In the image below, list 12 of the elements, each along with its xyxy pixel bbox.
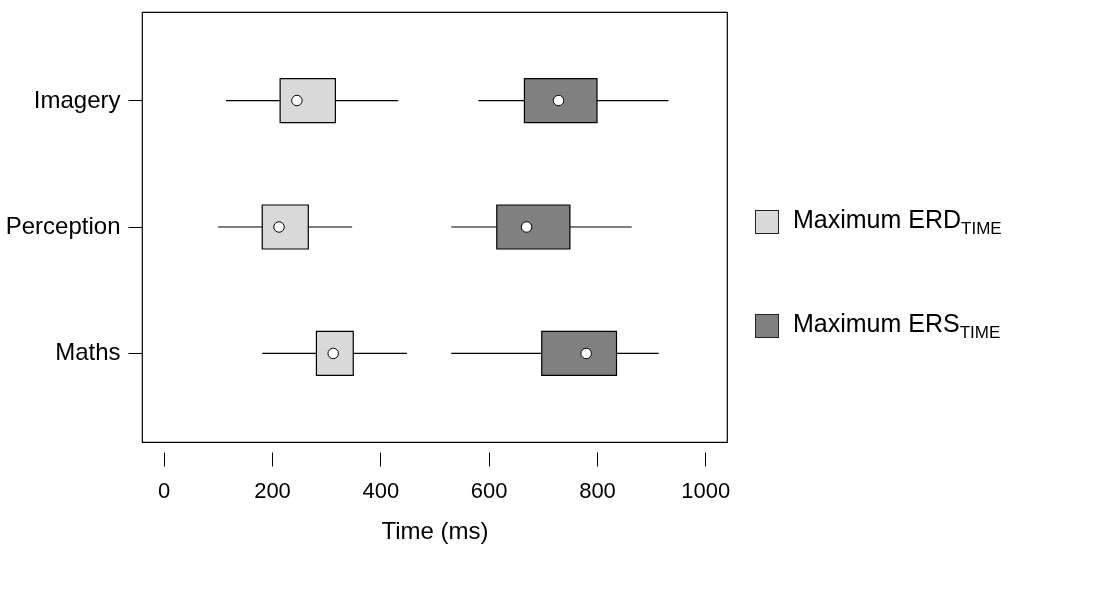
legend-label: Maximum ERS$_{TIME}$ — [793, 309, 1001, 343]
x-tick-label: 0 — [158, 477, 171, 503]
x-tick-label: 600 — [470, 477, 508, 503]
x-tick-label: 200 — [254, 477, 291, 503]
x-tick-label: 400 — [362, 477, 400, 503]
y-tick-label: Imagery — [33, 85, 121, 113]
legend-label: Maximum ERD$_{TIME}$ — [793, 205, 1002, 239]
y-tick-label: Perception — [5, 212, 121, 239]
x-tick-label: 800 — [579, 477, 616, 503]
x-tick-label: 1000 — [681, 477, 731, 503]
y-tick-label: Maths — [55, 338, 121, 366]
x-axis-title: Time (ms) — [381, 516, 489, 544]
